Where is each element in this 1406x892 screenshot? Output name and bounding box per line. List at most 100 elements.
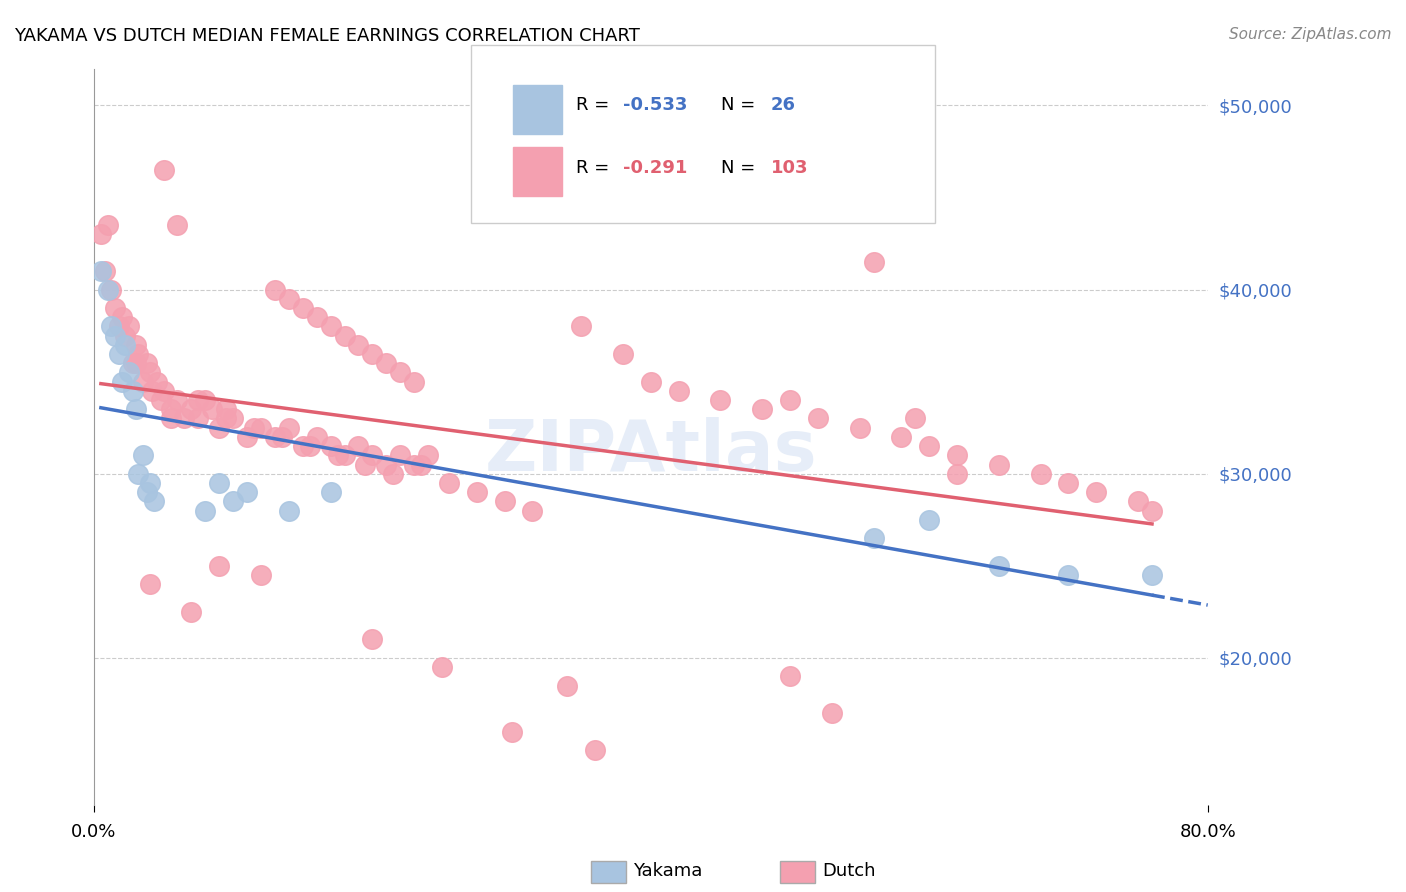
Point [583,743,606,757]
Point [118,366,141,380]
Point [918,439,941,453]
Point [236,485,259,500]
Point [1140,568,1163,582]
Point [298,439,321,453]
Point [131,375,153,389]
Point [138,577,160,591]
Text: R =: R = [576,159,616,177]
Point [361,448,384,462]
Point [208,475,231,490]
Point [90,264,112,278]
Point [890,430,912,444]
Point [305,310,328,325]
Point [862,255,884,269]
Point [1057,568,1080,582]
Point [118,319,141,334]
Point [194,392,217,407]
Point [709,392,731,407]
Point [114,338,136,352]
Point [1126,494,1149,508]
Point [354,458,377,472]
Point [100,319,122,334]
Point [159,402,181,417]
Point [215,411,238,425]
Point [1029,467,1052,481]
Point [149,392,172,407]
Text: ZIPAtlas: ZIPAtlas [485,417,817,486]
Point [152,384,174,398]
Point [319,485,342,500]
Point [291,301,314,315]
Point [100,283,122,297]
Point [97,218,120,232]
Point [319,319,342,334]
Point [187,411,209,425]
Point [946,467,969,481]
Point [382,467,405,481]
Text: Source: ZipAtlas.com: Source: ZipAtlas.com [1229,27,1392,42]
Text: YAKAMA VS DUTCH MEDIAN FEMALE EARNINGS CORRELATION CHART: YAKAMA VS DUTCH MEDIAN FEMALE EARNINGS C… [14,27,640,45]
Point [1085,485,1108,500]
Point [1057,475,1080,490]
Point [904,411,927,425]
Point [201,402,224,417]
Point [142,494,165,508]
Point [404,375,426,389]
Point [166,392,188,407]
Point [125,402,148,417]
Point [522,503,544,517]
Point [848,420,870,434]
Point [141,384,163,398]
Point [94,264,117,278]
Point [389,366,412,380]
Text: Yakama: Yakama [633,863,702,880]
Point [114,328,136,343]
Point [131,448,153,462]
Point [569,319,592,334]
Point [125,356,148,370]
Point [135,485,157,500]
Point [277,292,299,306]
Point [430,660,453,674]
Point [347,439,370,453]
Point [375,356,398,370]
Point [465,485,488,500]
Point [1140,503,1163,517]
Point [122,356,145,370]
Point [90,227,112,242]
Point [326,448,349,462]
Point [612,347,634,361]
Point [389,448,412,462]
Point [305,430,328,444]
Point [180,605,202,619]
Point [361,632,384,647]
Point [416,448,439,462]
Point [152,162,174,177]
Point [250,420,273,434]
Point [347,338,370,352]
Point [319,439,342,453]
Point [104,301,127,315]
Point [236,430,259,444]
Point [127,467,149,481]
Point [411,458,433,472]
Point [555,679,578,693]
Point [807,411,830,425]
Point [138,366,160,380]
Text: 103: 103 [770,159,808,177]
Point [494,494,516,508]
Point [270,430,292,444]
Point [987,458,1010,472]
Point [222,411,245,425]
Text: N =: N = [721,159,761,177]
Point [108,347,131,361]
Point [277,420,299,434]
Text: N =: N = [721,96,761,114]
Point [264,430,287,444]
Point [918,513,941,527]
Point [208,420,231,434]
Point [111,375,134,389]
Point [250,568,273,582]
Point [821,706,844,721]
Point [159,411,181,425]
